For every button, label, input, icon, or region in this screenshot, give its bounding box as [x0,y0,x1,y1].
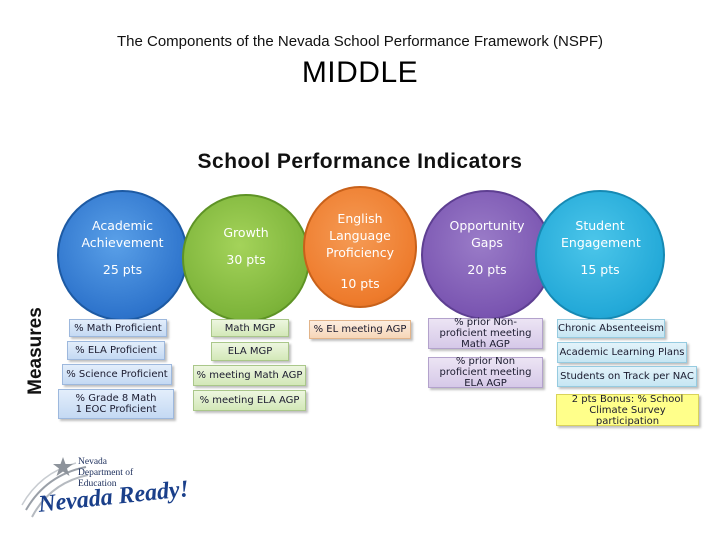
measure-box: % EL meeting AGP [309,320,411,339]
measure-box: % prior Non-proficient meeting Math AGP [428,317,543,350]
measure-box: Chronic Absenteeism [557,319,665,338]
indicator-label: English Language Proficiency [326,211,394,260]
indicator-points: 10 pts [340,276,380,291]
measure-box: % Science Proficient [62,364,172,385]
measure-box: 2 pts Bonus: % School Climate Survey par… [556,394,699,427]
indicator-label: Academic Achievement [81,218,164,250]
measure-box: ELA MGP [211,342,289,361]
indicator-points: 20 pts [467,262,507,277]
logo-dept-text: Nevada Department of Education [78,457,134,489]
indicator-points: 15 pts [580,262,620,277]
page-title: The Components of the Nevada School Perf… [116,33,604,50]
measure-box: Students on Track per NAC [557,366,697,387]
indicator-student-engagement: Student Engagement 15 pts [535,190,665,320]
measure-box: % Math Proficient [69,319,167,337]
indicator-points: 30 pts [226,252,266,267]
indicator-points: 25 pts [102,262,143,277]
star-icon [53,457,73,476]
measure-box: % prior Non proficient meeting ELA AGP [428,356,543,389]
measure-box: % Grade 8 Math 1 EOC Proficient [58,389,174,419]
measure-box: Academic Learning Plans [557,342,687,363]
indicator-growth: Growth 30 pts [182,194,310,322]
page-subtitle: MIDDLE [301,56,419,89]
measure-box: % ELA Proficient [67,341,165,360]
measures-side-label: Measures [25,307,46,395]
measure-box: % meeting Math AGP [193,365,306,386]
indicator-opportunity-gaps: Opportunity Gaps 20 pts [421,190,553,320]
indicator-label: Opportunity Gaps [449,218,525,250]
indicator-english-language-proficiency: English Language Proficiency 10 pts [303,186,417,308]
indicators-heading: School Performance Indicators [197,150,523,173]
measure-box: Math MGP [211,319,289,337]
measure-box: % meeting ELA AGP [193,390,306,411]
indicator-label: Student Engagement [561,218,641,250]
indicator-academic-achievement: Academic Achievement 25 pts [57,190,188,321]
indicator-label: Growth [223,225,269,240]
